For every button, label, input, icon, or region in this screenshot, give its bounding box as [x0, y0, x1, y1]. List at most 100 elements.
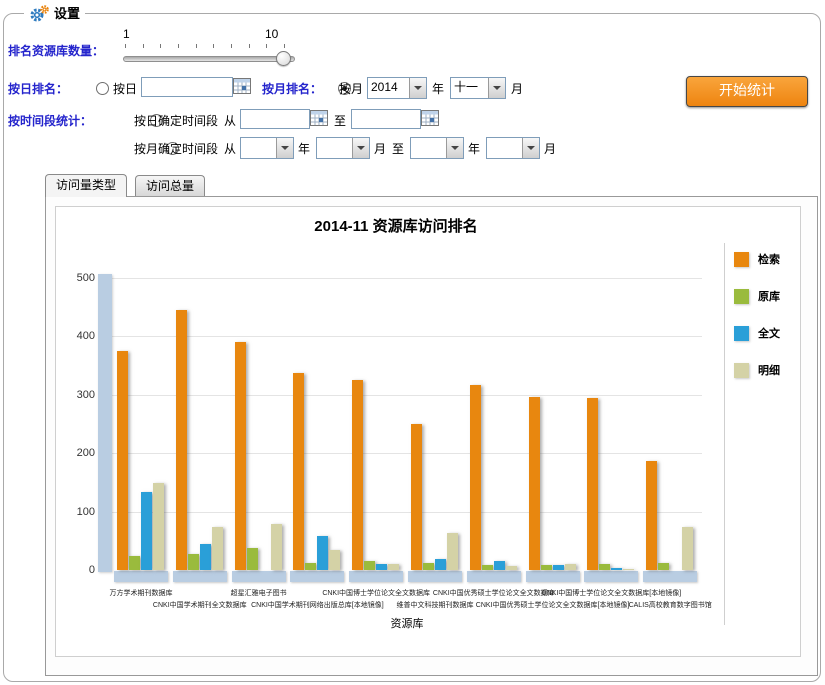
slider-tick [196, 44, 197, 48]
category-pad [643, 571, 697, 582]
category-pad [467, 571, 521, 582]
period-label: 按时间段统计： [8, 112, 92, 129]
chart-bar [376, 564, 387, 570]
month-select-button[interactable] [488, 78, 505, 98]
x-axis-category-label: CNKI中国学术期刊网络出版总库[本地镜像] [251, 600, 384, 610]
chart-bar [435, 559, 446, 570]
legend-swatch [734, 363, 749, 378]
chevron-down-icon [414, 86, 422, 90]
chart-bar [494, 561, 505, 570]
month-suffix-label: 月 [511, 80, 523, 97]
rank-count-label: 排名资源库数量： [8, 42, 104, 59]
period-from-date-input[interactable] [240, 109, 310, 129]
chart-bar [447, 533, 458, 570]
period-to-date-input[interactable] [351, 109, 421, 129]
category-pad [232, 571, 286, 582]
chart-bar [235, 342, 246, 570]
category-pad [526, 571, 580, 582]
legend-item: 全文 [734, 325, 780, 341]
y-axis-tick-label: 100 [61, 506, 95, 518]
chart-bar [587, 398, 598, 570]
month-select[interactable]: 十一 [450, 77, 506, 99]
rank-count-slider[interactable]: 1 10 [123, 27, 295, 69]
x-axis-category-label: CNKI中国优秀硕士学位论文全文数据库[本地镜像] [476, 600, 630, 610]
daily-date-input[interactable] [141, 77, 233, 97]
chevron-down-icon [493, 86, 501, 90]
daily-radio[interactable] [96, 82, 109, 95]
chart-bar [141, 492, 152, 570]
chart-bar [623, 569, 634, 570]
chart-bar [247, 548, 258, 570]
slider-min-label: 1 [123, 27, 130, 41]
settings-group-title: 设置 [24, 4, 85, 23]
x-axis-category-label: CNKI中国学术期刊全文数据库 [153, 600, 247, 610]
calendar-icon-to[interactable] [421, 110, 439, 129]
to-year-select-button[interactable] [446, 138, 463, 158]
legend-label: 检索 [758, 251, 780, 267]
from-month-select[interactable] [316, 137, 370, 159]
slider-tick [213, 44, 214, 48]
chevron-down-icon [357, 146, 365, 150]
category-pad [408, 571, 462, 582]
x-axis-title: 资源库 [391, 615, 424, 631]
chart-bar [176, 310, 187, 570]
to-label-2: 至 [392, 140, 404, 157]
chart-bar [153, 483, 164, 570]
tab-visit-total[interactable]: 访问总量 [135, 175, 205, 197]
gridline [112, 453, 702, 454]
legend-swatch [734, 326, 749, 341]
slider-tick [249, 44, 250, 48]
gridline [112, 336, 702, 337]
chart-bar [188, 554, 199, 570]
chart-bar [423, 563, 434, 570]
to-month-select-button[interactable] [522, 138, 539, 158]
slider-max-label: 10 [265, 27, 278, 41]
gridline [112, 278, 702, 279]
slider-tick [125, 44, 126, 48]
chart-title: 2014-11 资源库访问排名 [56, 215, 736, 236]
chart-bar [388, 564, 399, 570]
year-suffix-label: 年 [432, 80, 444, 97]
from-month-select-button[interactable] [352, 138, 369, 158]
chart-bar [352, 380, 363, 570]
slider-tick [178, 44, 179, 48]
from-year-select[interactable] [240, 137, 294, 159]
slider-tick [266, 44, 267, 48]
chart-bar [646, 461, 657, 570]
chart-bar [599, 564, 610, 570]
to-month-select[interactable] [486, 137, 540, 159]
slider-thumb[interactable] [276, 51, 291, 66]
slider-tick [231, 44, 232, 48]
x-axis-category-label: CNKI中国博士学位论文全文数据库[本地镜像] [542, 588, 682, 598]
year-select-value: 2014 [368, 78, 409, 98]
from-year-select-button[interactable] [276, 138, 293, 158]
y-axis-tick-label: 400 [61, 330, 95, 342]
slider-tick [143, 44, 144, 48]
chart-bar [305, 563, 316, 570]
year-select-button[interactable] [409, 78, 426, 98]
chart-bar [611, 568, 622, 570]
month-suffix-label-3: 月 [544, 140, 556, 157]
to-year-select[interactable] [410, 137, 464, 159]
chart-bar [541, 565, 552, 570]
month-select-value: 十一 [451, 78, 488, 98]
year-select[interactable]: 2014 [367, 77, 427, 99]
slider-track[interactable] [123, 56, 295, 62]
legend-swatch [734, 252, 749, 267]
legend-label: 明细 [758, 362, 780, 378]
calendar-icon-daily[interactable] [233, 78, 251, 97]
gridline [112, 395, 702, 396]
chevron-down-icon [451, 146, 459, 150]
from-label-2: 从 [224, 140, 236, 157]
chart-bar [553, 565, 564, 570]
calendar-icon-from[interactable] [310, 110, 328, 129]
tab-visit-type[interactable]: 访问量类型 [45, 174, 127, 197]
start-statistics-button[interactable]: 开始统计 [686, 76, 808, 107]
chart-bar [658, 563, 669, 570]
category-pad [290, 571, 344, 582]
tab-panel: 2014-11 资源库访问排名 0100200300400500万方学术期刊数据… [45, 196, 818, 676]
chart-bar [129, 556, 140, 570]
monthly-radio-label: 按月 [339, 80, 363, 97]
chart-bar [117, 351, 128, 570]
legend-divider [724, 243, 725, 625]
